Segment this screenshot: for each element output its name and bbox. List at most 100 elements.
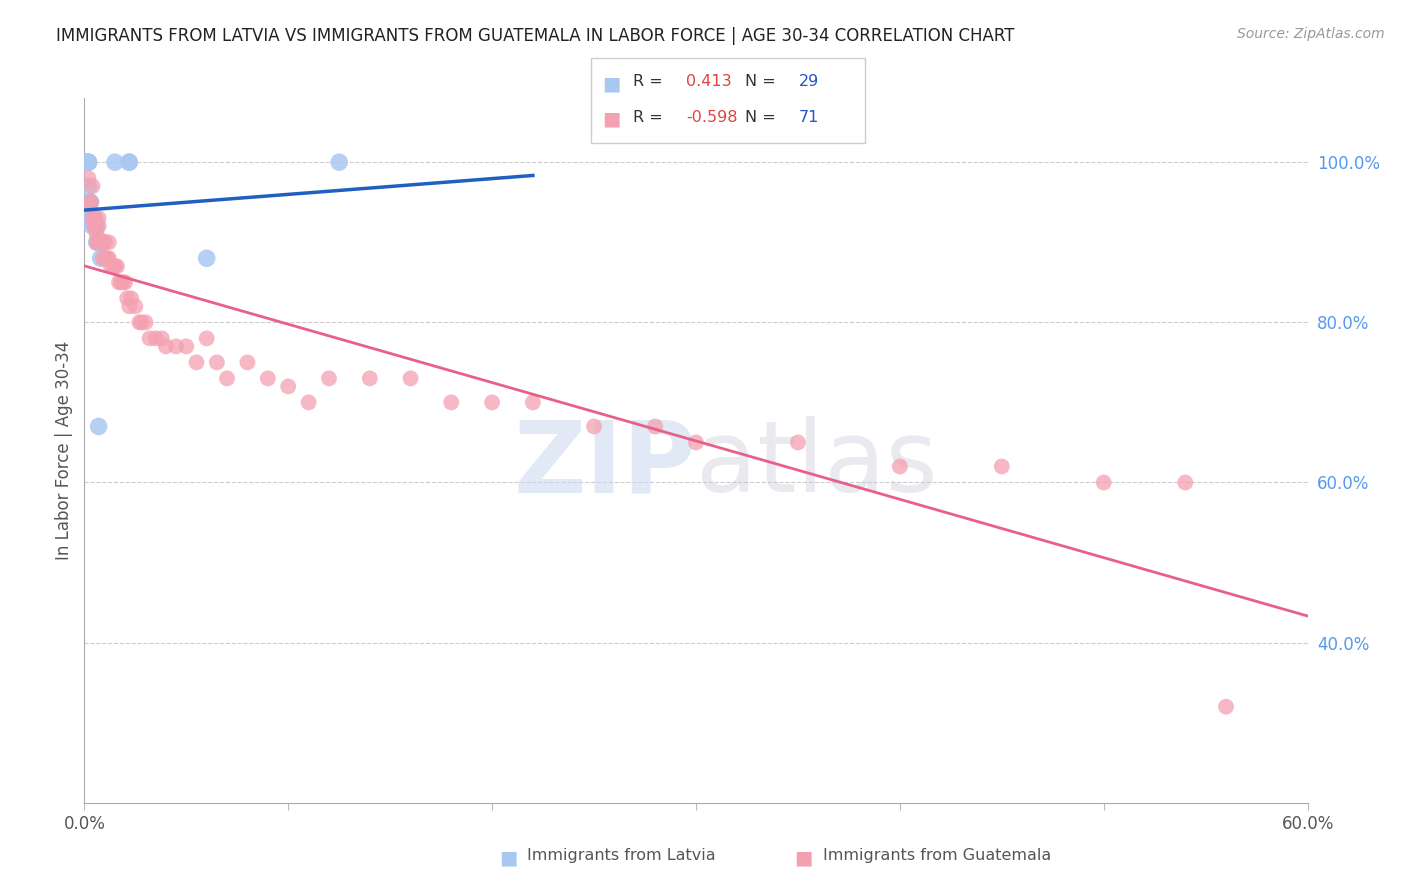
Point	[82, 211, 104, 226]
Point	[77, 171, 100, 186]
Point	[87, 235, 110, 250]
Point	[195, 331, 218, 345]
Point	[79, 211, 101, 226]
Point	[90, 235, 112, 250]
Point	[440, 395, 463, 409]
Text: Immigrants from Latvia: Immigrants from Latvia	[527, 848, 716, 863]
Point	[83, 219, 105, 234]
Point	[298, 395, 321, 409]
Point	[165, 339, 187, 353]
Point	[124, 299, 146, 313]
Point	[481, 395, 503, 409]
Text: IMMIGRANTS FROM LATVIA VS IMMIGRANTS FROM GUATEMALA IN LABOR FORCE | AGE 30-34 C: IMMIGRANTS FROM LATVIA VS IMMIGRANTS FRO…	[56, 27, 1015, 45]
Point	[150, 331, 173, 345]
Point	[96, 252, 118, 266]
Point	[328, 155, 350, 169]
Point	[685, 435, 707, 450]
Point	[135, 315, 157, 329]
Point	[77, 155, 100, 169]
Point	[1174, 475, 1197, 490]
Point	[108, 275, 131, 289]
Text: ■: ■	[499, 848, 517, 867]
Point	[118, 155, 141, 169]
Point	[87, 211, 110, 226]
Point	[110, 275, 132, 289]
Text: ■: ■	[602, 74, 620, 93]
Point	[257, 371, 280, 385]
Point	[195, 252, 218, 266]
Text: Immigrants from Guatemala: Immigrants from Guatemala	[823, 848, 1050, 863]
Point	[991, 459, 1014, 474]
Point	[86, 227, 108, 242]
Point	[75, 155, 97, 169]
Point	[83, 219, 105, 234]
Point	[83, 211, 105, 226]
Text: R =: R =	[633, 110, 668, 125]
Point	[91, 252, 114, 266]
Point	[79, 195, 101, 210]
Text: N =: N =	[745, 74, 782, 89]
Point	[889, 459, 911, 474]
Point	[93, 235, 115, 250]
Point	[112, 275, 135, 289]
Text: ZIP: ZIP	[513, 416, 696, 513]
Point	[82, 219, 104, 234]
Point	[217, 371, 239, 385]
Point	[77, 179, 100, 194]
Point	[87, 219, 110, 234]
Point	[97, 235, 120, 250]
Point	[118, 155, 141, 169]
Point	[79, 195, 101, 210]
Point	[79, 195, 101, 210]
Point	[86, 219, 108, 234]
Text: 0.413: 0.413	[686, 74, 731, 89]
Text: atlas: atlas	[696, 416, 938, 513]
Point	[1092, 475, 1115, 490]
Point	[91, 235, 114, 250]
Point	[522, 395, 544, 409]
Text: ■: ■	[794, 848, 813, 867]
Text: N =: N =	[745, 110, 782, 125]
Point	[105, 260, 128, 274]
Point	[77, 155, 100, 169]
Text: Source: ZipAtlas.com: Source: ZipAtlas.com	[1237, 27, 1385, 41]
Point	[114, 275, 136, 289]
Text: R =: R =	[633, 74, 668, 89]
Point	[100, 260, 122, 274]
Text: 29: 29	[799, 74, 818, 89]
Point	[104, 155, 127, 169]
Point	[787, 435, 810, 450]
Point	[399, 371, 422, 385]
Point	[75, 155, 97, 169]
Point	[101, 260, 124, 274]
Point	[96, 252, 118, 266]
Y-axis label: In Labor Force | Age 30-34: In Labor Force | Age 30-34	[55, 341, 73, 560]
Point	[86, 235, 108, 250]
Text: 71: 71	[799, 110, 818, 125]
Point	[318, 371, 340, 385]
Point	[120, 291, 142, 305]
Text: ■: ■	[602, 110, 620, 128]
Point	[145, 331, 167, 345]
Point	[86, 235, 108, 250]
Point	[79, 211, 101, 226]
Point	[87, 419, 110, 434]
Point	[583, 419, 606, 434]
Point	[186, 355, 208, 369]
Point	[79, 195, 101, 210]
Point	[75, 155, 97, 169]
Point	[138, 331, 160, 345]
Point	[104, 260, 127, 274]
Point	[87, 235, 110, 250]
Point	[174, 339, 197, 353]
Text: -0.598: -0.598	[686, 110, 738, 125]
Point	[82, 179, 104, 194]
Point	[277, 379, 299, 393]
Point	[77, 155, 100, 169]
Point	[115, 291, 138, 305]
Point	[90, 235, 112, 250]
Point	[359, 371, 381, 385]
Point	[90, 235, 112, 250]
Point	[236, 355, 259, 369]
Point	[128, 315, 150, 329]
